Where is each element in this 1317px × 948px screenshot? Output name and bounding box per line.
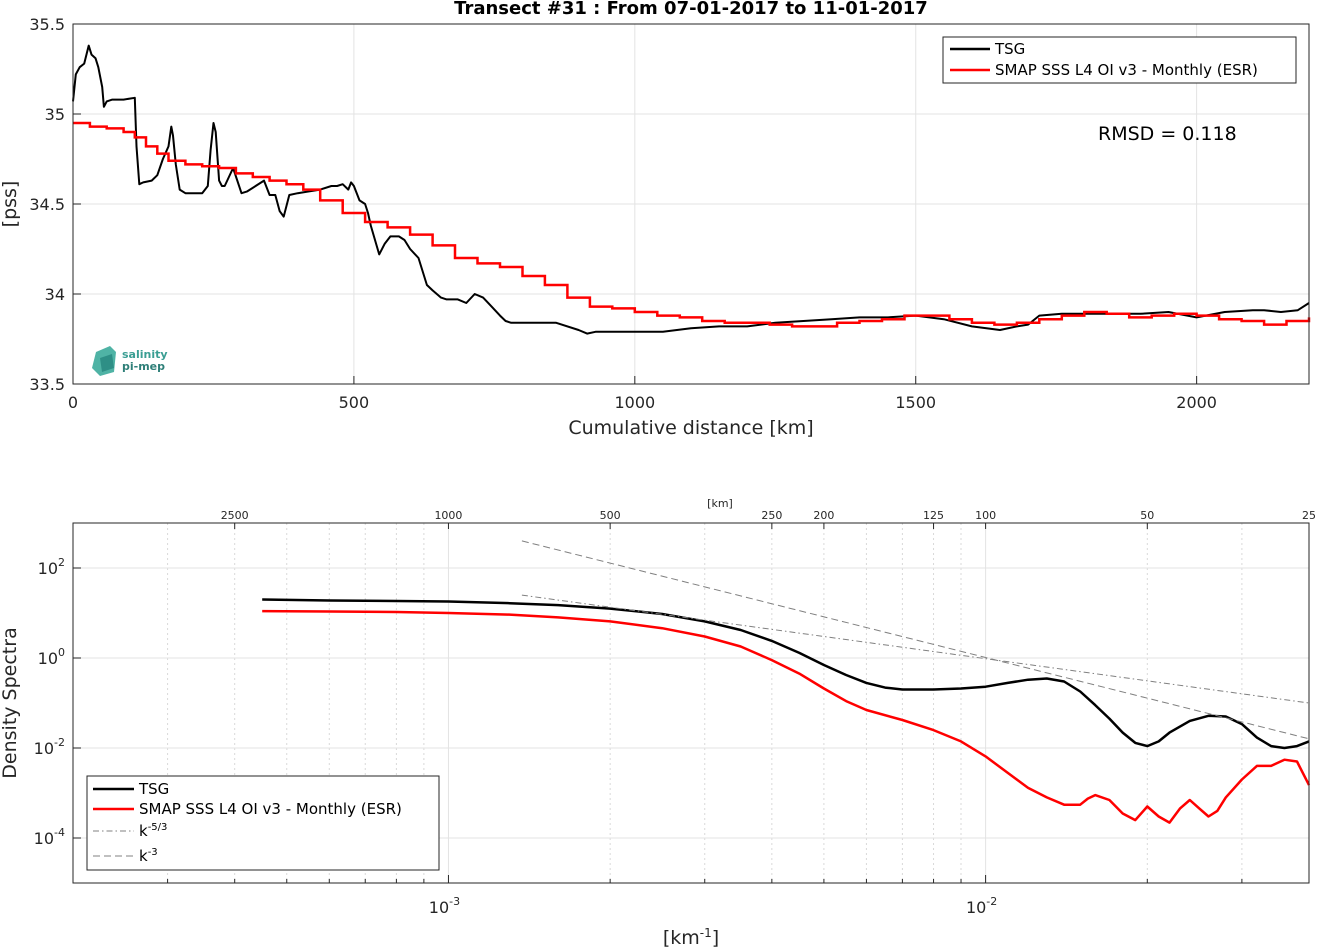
bottom-y-tick-label: 102: [38, 556, 65, 578]
bottom-y-tick-exp: 0: [58, 646, 65, 659]
top-legend-label-smap: SMAP SSS L4 OI v3 - Monthly (ESR): [995, 61, 1258, 79]
top-x-tick-label: 2000: [1176, 393, 1217, 412]
bottom-y-tick-label: 10-2: [34, 736, 65, 758]
bottom-x-tick-label: 10-2: [966, 895, 997, 917]
bottom-y-tick-exp: 2: [58, 556, 65, 569]
bottom-legend-label-k53: k-5/3: [139, 822, 167, 840]
k3-sup: -3: [148, 847, 158, 858]
top-y-tick-label: 34.5: [29, 195, 65, 214]
bottom-legend: TSG SMAP SSS L4 OI v3 - Monthly (ESR) k-…: [86, 775, 440, 871]
bottom-x-axis-label-base: [km: [663, 927, 700, 948]
rmsd-annotation: RMSD = 0.118: [1098, 123, 1237, 145]
top-km-axis-label: [km]: [707, 497, 733, 510]
bottom-x-axis-label: [km-1]: [663, 926, 719, 948]
bottom-legend-label-smap: SMAP SSS L4 OI v3 - Monthly (ESR): [139, 800, 402, 818]
salinity-pimep-logo: salinity pi-mep: [92, 346, 168, 376]
top-km-tick-label: 25: [1302, 509, 1316, 522]
bottom-legend-label-k3: k-3: [139, 847, 158, 865]
top-x-axis-label: Cumulative distance [km]: [568, 417, 813, 439]
series-line-smap: [73, 121, 1311, 328]
top-series: [72, 44, 1311, 335]
reference-line-k53: [521, 594, 1310, 704]
bottom-y-tick-exp: -4: [54, 826, 65, 839]
top-x-tick-label: 1000: [614, 393, 655, 412]
bottom-x-tick-exp: -2: [986, 895, 997, 908]
top-km-tick-label: 125: [923, 509, 944, 522]
top-y-tick-label: 35: [45, 105, 65, 124]
top-x-tick-label: 500: [339, 393, 370, 412]
k3-base: k: [139, 847, 148, 865]
top-y-tick-label: 34: [45, 285, 65, 304]
top-y-axis-label: [pss]: [0, 181, 21, 228]
bottom-axes-frame: [72, 522, 1310, 884]
bottom-x-tick-label: 10-3: [429, 895, 460, 917]
salinity-transect-chart: 0 500 1000 1500 2000 33.5 34 34.5 35 35.5 Transec…: [0, 0, 1311, 439]
top-x-tick-label: 0: [68, 393, 78, 412]
series-line-tsg: [72, 44, 1310, 335]
top-km-tick-label: 1000: [434, 509, 462, 522]
bottom-y-tick-label: 100: [38, 646, 65, 668]
reference-line-k3: [521, 540, 1310, 740]
logo-mark-shade-icon: [100, 354, 114, 372]
bottom-x-tick-base: 10: [429, 898, 449, 917]
top-x-tick-label: 1500: [895, 393, 936, 412]
k53-base: k: [139, 822, 148, 840]
bottom-y-axis-label: Density Spectra: [0, 627, 21, 778]
bottom-y-tick-base: 10: [38, 559, 58, 578]
top-legend-label-tsg: TSG: [994, 40, 1025, 58]
spectrum-line-smap: [262, 609, 1311, 824]
bottom-y-tick-base: 10: [34, 739, 54, 758]
bottom-x-axis-label-close: ]: [712, 927, 719, 948]
top-y-tick-label: 33.5: [29, 375, 65, 394]
k53-sup: -5/3: [148, 822, 168, 833]
top-km-tick-label: 250: [761, 509, 782, 522]
top-chart-title: Transect #31 : From 07-01-2017 to 11-01-…: [454, 0, 928, 19]
bottom-y-tick-base: 10: [34, 829, 54, 848]
top-km-tick-label: 100: [975, 509, 996, 522]
bottom-legend-label-tsg: TSG: [138, 780, 169, 798]
top-legend: TSG SMAP SSS L4 OI v3 - Monthly (ESR): [942, 36, 1297, 84]
bottom-series: [262, 540, 1311, 824]
top-km-tick-label: 200: [813, 509, 834, 522]
bottom-y-tick-base: 10: [38, 649, 58, 668]
top-legend-box: [942, 36, 1297, 84]
logo-text-pimep: pi-mep: [122, 360, 165, 373]
top-y-tick-label: 35.5: [29, 15, 65, 34]
top-axes-frame: [72, 23, 1310, 385]
top-km-tick-label: 2500: [221, 509, 249, 522]
bottom-y-tick-label: 10-4: [34, 826, 65, 848]
bottom-x-tick-base: 10: [966, 898, 986, 917]
top-km-tick-label: 500: [600, 509, 621, 522]
bottom-y-tick-exp: -2: [54, 736, 65, 749]
bottom-legend-box: [86, 775, 440, 871]
bottom-x-tick-exp: -3: [449, 895, 460, 908]
logo-text-salinity: salinity: [122, 348, 168, 361]
top-tick-labels: 0 500 1000 1500 2000 33.5 34 34.5 35 35.5: [29, 15, 1217, 412]
bottom-x-axis-label-sup: -1: [700, 926, 712, 940]
top-km-tick-label: 50: [1140, 509, 1154, 522]
